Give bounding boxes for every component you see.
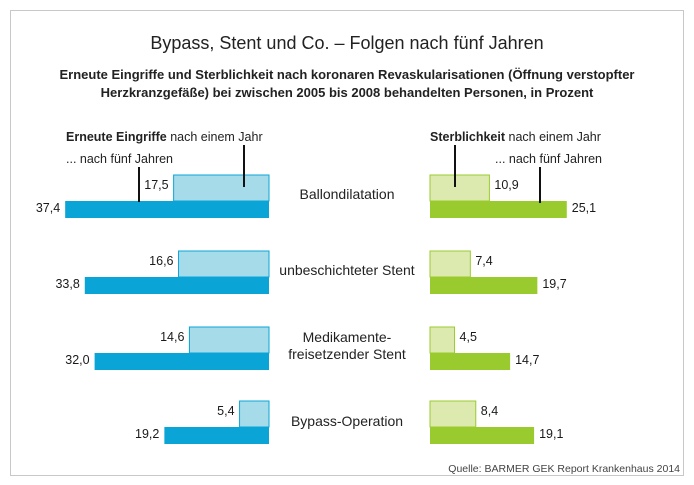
label-reintervention-5y-ballondilatation: 37,4: [36, 201, 60, 215]
legend-left-title: Erneute Eingriffe: [66, 130, 167, 144]
label-reintervention-1y-unbeschichteter-stent: 16,6: [149, 254, 173, 268]
bar-reintervention-1y-unbeschichteter-stent: [178, 250, 270, 278]
bar-reintervention-1y-medikamente-stent: [188, 326, 270, 354]
label-mortality-1y-unbeschichteter-stent: 7,4: [475, 254, 492, 268]
bar-mortality-5y-unbeschichteter-stent: [430, 277, 538, 294]
bar-mortality-1y-unbeschichteter-stent: [429, 250, 471, 278]
label-reintervention-1y-bypass-operation: 5,4: [217, 404, 234, 418]
bar-reintervention-5y-ballondilatation: [65, 201, 269, 218]
chart-subtitle-line-2: Herzkranzgefäße) bei zwischen 2005 bis 2…: [100, 85, 594, 100]
label-mortality-5y-medikamente-stent: 14,7: [515, 353, 539, 367]
legend-left-five-years: ... nach fünf Jahren: [66, 152, 174, 166]
label-reintervention-5y-medikamente-stent: 32,0: [65, 353, 89, 367]
category-label-bypass-operation: Bypass-Operation: [290, 413, 404, 429]
category-label-medikamente-stent: Medikamente- freisetzender Stent: [288, 329, 406, 362]
bar-mortality-1y-bypass-operation: [429, 400, 477, 428]
legend-left-one-year: Erneute Eingriffe nach einem Jahr: [66, 130, 263, 144]
label-reintervention-5y-bypass-operation: 19,2: [135, 427, 159, 441]
legend-right-one-year-text: nach einem Jahr: [505, 130, 601, 144]
bar-reintervention-5y-bypass-operation: [164, 427, 269, 444]
label-reintervention-1y-medikamente-stent: 14,6: [160, 330, 184, 344]
legend-right-title: Sterblichkeit: [430, 130, 506, 144]
chart-frame: [10, 10, 684, 476]
bar-mortality-5y-ballondilatation: [430, 201, 567, 218]
source-note: Quelle: BARMER GEK Report Krankenhaus 20…: [448, 463, 680, 475]
label-mortality-1y-ballondilatation: 10,9: [494, 178, 518, 192]
label-reintervention-5y-unbeschichteter-stent: 33,8: [55, 277, 79, 291]
bar-mortality-1y-medikamente-stent: [429, 326, 456, 354]
label-mortality-5y-bypass-operation: 19,1: [539, 427, 563, 441]
chart-title: Bypass, Stent und Co. – Folgen nach fünf…: [150, 33, 544, 53]
bar-reintervention-5y-medikamente-stent: [94, 353, 269, 370]
bar-mortality-1y-ballondilatation: [429, 174, 490, 202]
bar-mortality-5y-bypass-operation: [430, 427, 535, 444]
legend-left-one-year-text: nach einem Jahr: [166, 130, 263, 144]
label-mortality-5y-ballondilatation: 25,1: [572, 201, 596, 215]
category-label-ballondilatation: Ballondilatation: [299, 186, 395, 202]
legend-right-one-year: Sterblichkeit nach einem Jahr: [430, 130, 601, 144]
label-reintervention-1y-ballondilatation: 17,5: [144, 178, 168, 192]
legend-right-five-years: ... nach fünf Jahren: [495, 152, 603, 166]
bar-reintervention-1y-bypass-operation: [239, 400, 270, 428]
label-mortality-1y-medikamente-stent: 4,5: [460, 330, 477, 344]
bar-reintervention-1y-ballondilatation: [173, 174, 270, 202]
chart-subtitle-line-1: Erneute Eingriffe und Sterblichkeit nach…: [59, 67, 635, 82]
bar-mortality-5y-medikamente-stent: [430, 353, 511, 370]
label-mortality-1y-bypass-operation: 8,4: [481, 404, 498, 418]
category-label-unbeschichteter-stent: unbeschichteter Stent: [279, 262, 415, 278]
bar-reintervention-5y-unbeschichteter-stent: [84, 277, 269, 294]
label-mortality-5y-unbeschichteter-stent: 19,7: [542, 277, 566, 291]
